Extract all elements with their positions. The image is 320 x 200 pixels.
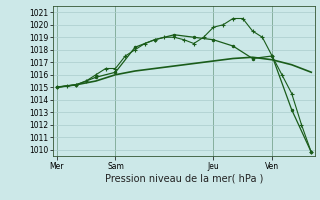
X-axis label: Pression niveau de la mer( hPa ): Pression niveau de la mer( hPa ) bbox=[105, 173, 263, 183]
